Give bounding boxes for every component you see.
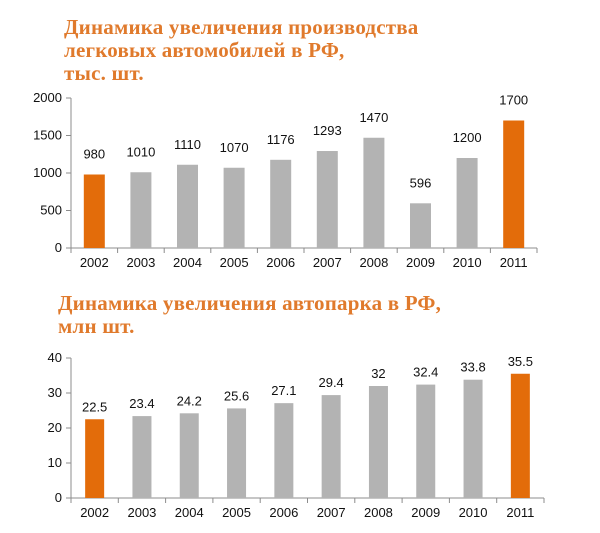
x-category-label: 2010 (453, 255, 482, 270)
x-category-label: 2011 (506, 505, 534, 520)
fleet-bar-chart: 0 10 20 30 40 22.5 2002 23.4 2003 24.2 2004 25.6 200… (48, 350, 545, 520)
production-bar-chart: 0 500 1000 1500 2000 980 2002 1010 2003 1110 2004 1… (33, 90, 538, 270)
x-category-label: 2009 (406, 255, 435, 270)
y-tick-label: 40 (48, 350, 62, 365)
bar (416, 384, 436, 498)
bar (83, 174, 105, 248)
data-label: 1110 (174, 137, 201, 152)
bar (410, 203, 431, 248)
data-label: 32 (371, 366, 385, 381)
bar (227, 408, 247, 498)
x-category-label: 2002 (80, 505, 109, 520)
bar (270, 159, 292, 248)
x-category-label: 2009 (411, 505, 440, 520)
y-tick-label: 0 (55, 490, 62, 505)
bar (363, 137, 385, 248)
title-line: тыс. шт. (64, 61, 144, 85)
bar (510, 373, 530, 498)
x-category-label: 2004 (173, 255, 202, 270)
data-label: 1700 (499, 93, 528, 108)
x-category-label: 2006 (269, 505, 298, 520)
title-line: легковых автомобилей в РФ, (64, 38, 345, 62)
bar (321, 395, 341, 498)
title-line: млн шт. (58, 314, 135, 338)
data-label: 29.4 (318, 375, 343, 390)
y-tick-label: 20 (48, 420, 62, 435)
bar (368, 386, 388, 498)
x-category-label: 2007 (317, 505, 346, 520)
bar (130, 172, 152, 248)
bar (503, 120, 525, 248)
data-label: 27.1 (271, 383, 296, 398)
y-tick-label: 30 (48, 385, 62, 400)
x-category-label: 2003 (126, 255, 155, 270)
data-label: 23.4 (129, 396, 154, 411)
data-label: 24.2 (177, 393, 202, 408)
data-label: 1070 (220, 140, 249, 155)
x-category-label: 2003 (127, 505, 156, 520)
bar (463, 379, 483, 498)
bar (177, 164, 198, 248)
x-category-label: 2011 (500, 255, 528, 270)
bar (179, 413, 199, 498)
data-label: 32.4 (413, 365, 438, 380)
data-label: 1293 (313, 123, 342, 138)
fleet-chart-title: Динамика увеличения автопарка в РФ, млн … (58, 292, 578, 338)
data-label: 1010 (126, 144, 155, 159)
x-category-label: 2005 (222, 505, 251, 520)
title-line: Динамика увеличения производства (64, 15, 419, 39)
x-category-label: 2010 (459, 505, 488, 520)
bar (274, 403, 294, 498)
y-tick-label: 500 (40, 203, 62, 218)
bar (223, 167, 245, 248)
production-chart-title: Динамика увеличения производства легковы… (64, 16, 584, 85)
data-label: 596 (410, 175, 432, 190)
data-label: 22.5 (82, 399, 107, 414)
data-label: 25.6 (224, 388, 249, 403)
x-category-label: 2008 (359, 255, 388, 270)
data-label: 1176 (267, 132, 295, 147)
title-line: Динамика увеличения автопарка в РФ, (58, 291, 442, 315)
data-label: 33.8 (460, 360, 485, 375)
data-label: 35.5 (508, 354, 533, 369)
y-tick-label: 0 (55, 240, 62, 255)
bar (316, 151, 338, 248)
bar (132, 416, 152, 498)
bar (85, 419, 105, 498)
data-label: 1470 (359, 110, 388, 125)
data-label: 1200 (453, 130, 482, 145)
x-category-label: 2007 (313, 255, 342, 270)
bar (456, 158, 478, 248)
y-tick-label: 2000 (33, 90, 62, 105)
y-tick-label: 1500 (33, 128, 62, 143)
x-category-label: 2006 (266, 255, 295, 270)
x-category-label: 2008 (364, 505, 393, 520)
y-tick-label: 1000 (33, 165, 62, 180)
data-label: 980 (83, 147, 105, 162)
x-category-label: 2002 (80, 255, 109, 270)
y-tick-label: 10 (48, 455, 62, 470)
x-category-label: 2004 (175, 505, 204, 520)
x-category-label: 2005 (220, 255, 249, 270)
